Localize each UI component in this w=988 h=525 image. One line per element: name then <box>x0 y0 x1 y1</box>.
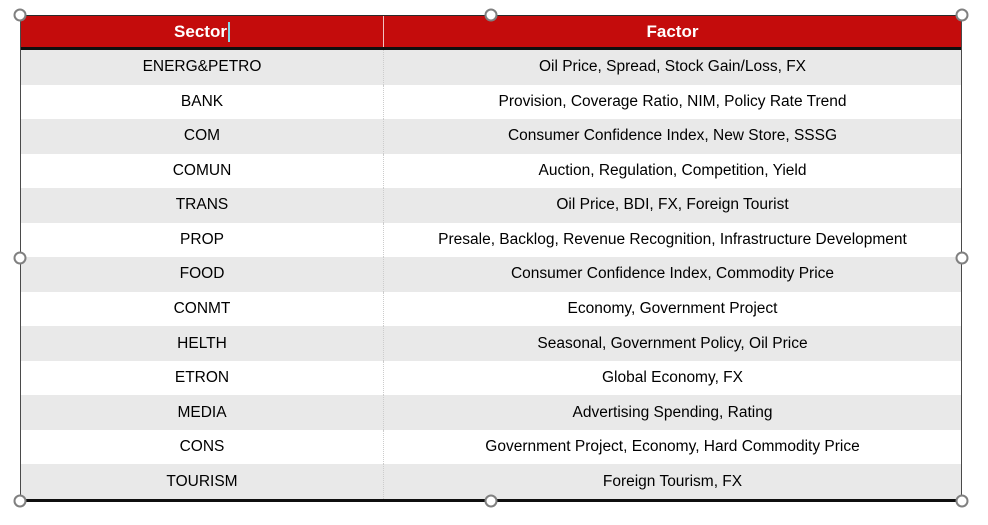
table-header-row: Sector Factor <box>21 16 961 50</box>
selection-handle-top-middle[interactable] <box>484 8 498 22</box>
factor-cell[interactable]: Advertising Spending, Rating <box>383 395 961 430</box>
selection-handle-bottom-right[interactable] <box>955 494 969 508</box>
factor-cell[interactable]: Presale, Backlog, Revenue Recognition, I… <box>383 222 961 258</box>
factor-cell[interactable]: Seasonal, Government Policy, Oil Price <box>383 326 961 361</box>
sector-factor-table[interactable]: Sector Factor ENERG&PETRO Oil Price, Spre… <box>20 15 962 502</box>
table-row: ENERG&PETRO Oil Price, Spread, Stock Gain… <box>21 50 961 85</box>
factor-cell[interactable]: Auction, Regulation, Competition, Yield <box>383 153 961 189</box>
sector-cell[interactable]: TRANS <box>175 196 229 214</box>
selection-handle-top-right[interactable] <box>955 8 969 22</box>
selection-handle-top-left[interactable] <box>13 8 27 22</box>
selection-handle-bottom-middle[interactable] <box>484 494 498 508</box>
factor-cell[interactable]: Consumer Confidence Index, Commodity Pri… <box>383 257 961 292</box>
sector-cell[interactable]: ETRON <box>174 369 230 387</box>
factor-cell[interactable]: Global Economy, FX <box>383 360 961 396</box>
sector-cell[interactable]: FOOD <box>179 265 225 283</box>
factor-cell[interactable]: Government Project, Economy, Hard Commod… <box>383 429 961 465</box>
sector-cell[interactable]: BANK <box>180 92 224 110</box>
header-label-sector: Sector <box>174 21 227 41</box>
sector-cell[interactable]: CONMT <box>173 299 231 317</box>
table-row: ETRON Global Economy, FX <box>21 360 961 396</box>
header-cell-sector[interactable]: Sector <box>21 16 383 47</box>
table-row: BANK Provision, Coverage Ratio, NIM, Poli… <box>21 84 961 120</box>
text-cursor-caret <box>227 21 230 42</box>
table-row: CONMT Economy, Government Project <box>21 291 961 327</box>
factor-cell[interactable]: Foreign Tourism, FX <box>383 464 961 499</box>
table-row: COMUN Auction, Regulation, Competition, Y… <box>21 153 961 189</box>
table-row: CONS Government Project, Economy, Hard Co… <box>21 429 961 465</box>
sector-cell[interactable]: HELTH <box>177 334 227 352</box>
factor-cell[interactable]: Oil Price, BDI, FX, Foreign Tourist <box>383 188 961 223</box>
sector-cell[interactable]: MEDIA <box>177 403 227 421</box>
sector-cell[interactable]: COM <box>183 127 221 145</box>
sector-cell[interactable]: CONS <box>179 438 225 456</box>
sector-cell[interactable]: COMUN <box>172 161 232 179</box>
factor-cell[interactable]: Provision, Coverage Ratio, NIM, Policy R… <box>383 84 961 120</box>
factor-cell[interactable]: Oil Price, Spread, Stock Gain/Loss, FX <box>383 50 961 85</box>
header-label-factor: Factor <box>646 21 699 41</box>
table-row: MEDIA Advertising Spending, Rating <box>21 395 961 430</box>
table-row: TOURISM Foreign Tourism, FX <box>21 464 961 499</box>
selection-handle-middle-left[interactable] <box>13 251 27 265</box>
table-row: TRANS Oil Price, BDI, FX, Foreign Tourist <box>21 188 961 223</box>
selection-handle-middle-right[interactable] <box>955 251 969 265</box>
table-row: HELTH Seasonal, Government Policy, Oil Pr… <box>21 326 961 361</box>
sector-cell[interactable]: TOURISM <box>166 472 238 490</box>
table-body: ENERG&PETRO Oil Price, Spread, Stock Gain… <box>21 50 961 499</box>
table-row: COM Consumer Confidence Index, New Store,… <box>21 119 961 154</box>
factor-cell[interactable]: Economy, Government Project <box>383 291 961 327</box>
header-cell-factor[interactable]: Factor <box>383 16 961 47</box>
factor-cell[interactable]: Consumer Confidence Index, New Store, SS… <box>383 119 961 154</box>
table-row: FOOD Consumer Confidence Index, Commodity… <box>21 257 961 292</box>
sector-cell[interactable]: ENERG&PETRO <box>142 58 262 76</box>
sector-cell[interactable]: PROP <box>180 230 224 248</box>
table-row: PROP Presale, Backlog, Revenue Recognitio… <box>21 222 961 258</box>
selection-handle-bottom-left[interactable] <box>13 494 27 508</box>
